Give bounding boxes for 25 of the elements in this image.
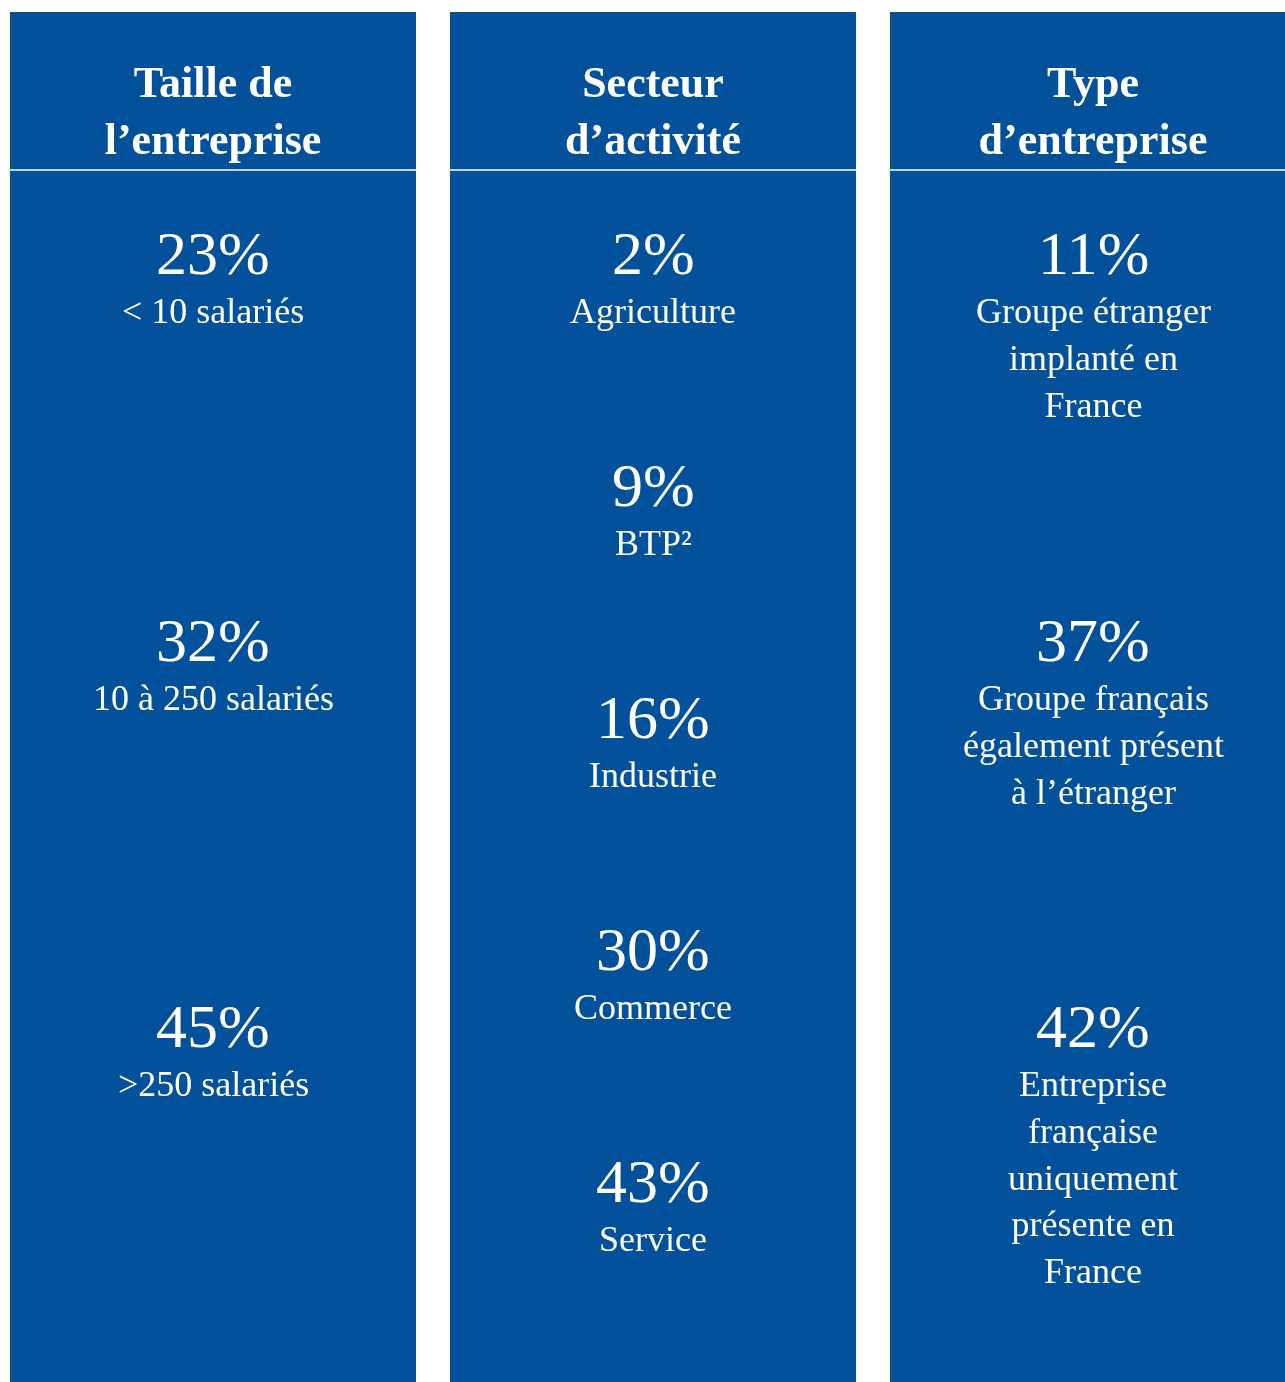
category-label: BTP²: [615, 523, 692, 563]
data-label: 37%: [1036, 606, 1150, 674]
category-label: Commerce: [574, 987, 732, 1027]
data-label: 30%: [596, 915, 710, 983]
data-label: 23%: [156, 219, 270, 287]
text: Secteur d’activité: [565, 58, 741, 165]
category-label: < 10 salariés: [122, 291, 305, 331]
category-label: Groupe étranger implanté en France: [976, 291, 1211, 425]
data-label: 32%: [156, 606, 270, 674]
data-label: 43%: [596, 1147, 710, 1215]
text: Type d’entreprise: [978, 58, 1208, 165]
data-label: 45%: [156, 992, 270, 1060]
category-label: Industrie: [589, 755, 717, 795]
category-label: >250 salariés: [118, 1064, 310, 1104]
category-label: 10 à 250 salariés: [93, 678, 334, 718]
category-label: Groupe français également présent à l’étranger: [963, 678, 1224, 812]
data-label: 42%: [1036, 992, 1150, 1060]
category-label: Service: [599, 1219, 707, 1259]
category-label: Entreprise française uniquement présente en France: [1008, 1064, 1178, 1292]
text: Taille de l’entreprise: [104, 58, 322, 165]
data-label: 16%: [596, 683, 710, 751]
category-label: Agriculture: [570, 291, 736, 331]
data-label: 2%: [612, 219, 695, 287]
data-label: 9%: [612, 451, 695, 519]
data-label: 11%: [1038, 219, 1150, 287]
